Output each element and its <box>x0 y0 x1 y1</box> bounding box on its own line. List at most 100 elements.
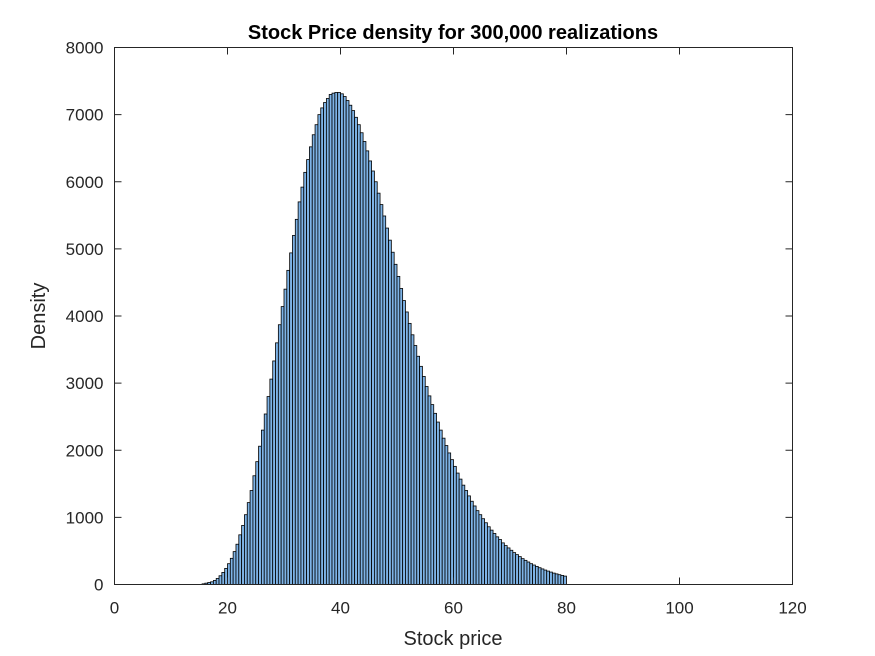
histogram-bar <box>340 93 344 585</box>
histogram-bar <box>560 575 565 585</box>
histogram-bar <box>260 429 265 585</box>
histogram-bar <box>472 505 477 585</box>
y-tick-label: 6000 <box>66 173 104 192</box>
histogram-bar <box>275 342 279 585</box>
histogram-bar <box>388 239 392 585</box>
histogram-bar <box>523 559 528 585</box>
histogram-bar <box>537 567 542 585</box>
histogram-bar <box>501 542 505 585</box>
histogram-bar <box>218 575 223 585</box>
histogram-bar <box>410 334 415 585</box>
histogram-bar <box>294 218 299 585</box>
histogram-bar <box>433 412 437 585</box>
histogram-bar <box>368 160 372 585</box>
histogram-bar <box>444 445 449 585</box>
x-tick-label: 100 <box>665 599 693 618</box>
histogram-bar <box>314 124 319 585</box>
histogram-bar <box>453 465 457 585</box>
histogram-bar <box>551 572 556 585</box>
histogram-bar <box>342 96 347 585</box>
histogram-bar <box>241 525 245 585</box>
histogram-bar <box>272 360 276 585</box>
histogram-bar <box>399 288 404 585</box>
histogram-bar <box>331 92 336 585</box>
histogram-bar <box>244 514 248 585</box>
x-tick-label: 0 <box>110 599 119 618</box>
histogram-bar <box>535 565 539 585</box>
histogram-bar <box>498 539 502 585</box>
histogram-bar <box>221 572 226 585</box>
histogram-bar <box>450 459 454 585</box>
x-tick-label: 20 <box>218 599 237 618</box>
histogram-bar <box>269 378 274 585</box>
histogram-bar <box>266 396 271 585</box>
histogram-bar <box>503 545 508 585</box>
bars-group <box>201 92 567 585</box>
histogram-bar <box>509 549 514 585</box>
histogram-bar <box>292 235 296 585</box>
histogram-bar <box>393 263 398 585</box>
histogram-bar <box>229 557 234 585</box>
histogram-bar <box>357 124 361 585</box>
histogram-bar <box>438 429 443 585</box>
histogram-bar <box>376 192 381 585</box>
histogram-bar <box>405 311 409 585</box>
histogram-bar <box>512 552 517 585</box>
histogram-bar <box>543 569 548 585</box>
histogram-bar <box>461 484 466 585</box>
histogram-bar <box>280 306 285 585</box>
histogram-bar <box>441 437 446 585</box>
histogram-bar <box>422 376 426 585</box>
histogram-bar <box>238 534 243 585</box>
histogram-bar <box>323 102 327 585</box>
y-tick-label: 5000 <box>66 240 104 259</box>
y-tick-label: 7000 <box>66 106 104 125</box>
histogram-bar <box>286 269 291 585</box>
histogram-bar <box>489 529 494 585</box>
y-tick-label: 3000 <box>66 374 104 393</box>
histogram-bar <box>549 571 553 585</box>
histogram-bar <box>455 472 460 585</box>
x-axis-label: Stock price <box>404 628 503 650</box>
histogram-bar <box>246 502 251 585</box>
histogram-bar <box>263 413 268 585</box>
histogram-bar <box>306 159 310 585</box>
histogram-bar <box>371 170 375 585</box>
histogram-bar <box>470 500 474 585</box>
histogram-bar <box>413 345 418 585</box>
histogram-bar <box>416 355 420 585</box>
histogram-bar <box>385 227 389 585</box>
histogram-bar <box>373 181 378 585</box>
histogram-bar <box>325 98 330 585</box>
histogram-bar <box>359 132 364 585</box>
chart-title: Stock Price density for 300,000 realizat… <box>248 22 658 44</box>
histogram-bar <box>430 404 435 585</box>
histogram-bar <box>382 215 387 585</box>
x-tick-label: 120 <box>778 599 806 618</box>
histogram-bar <box>427 395 432 585</box>
histogram-bar <box>311 134 316 585</box>
histogram-bar <box>283 288 288 585</box>
histogram-bar <box>407 322 412 585</box>
y-tick-label: 8000 <box>66 39 104 58</box>
histogram-bar <box>478 514 483 585</box>
histogram-bar <box>255 461 259 585</box>
histogram-bar <box>354 116 358 585</box>
histogram-bar <box>212 580 217 585</box>
histogram-bar <box>348 104 353 585</box>
histogram-bar <box>467 495 471 585</box>
histogram-bar <box>540 568 545 585</box>
histogram-bar <box>297 201 302 585</box>
axes-box <box>114 47 793 585</box>
histogram-bar <box>252 475 257 585</box>
histogram-bar <box>303 171 307 585</box>
y-tick-label: 0 <box>94 576 103 595</box>
histogram-bar <box>390 251 395 585</box>
histogram-bar <box>557 574 562 585</box>
histogram-bar <box>351 110 356 585</box>
histogram-bar <box>249 490 254 585</box>
histogram-bar <box>317 114 322 585</box>
histogram-bar <box>396 275 401 585</box>
x-tick-label: 80 <box>557 599 576 618</box>
